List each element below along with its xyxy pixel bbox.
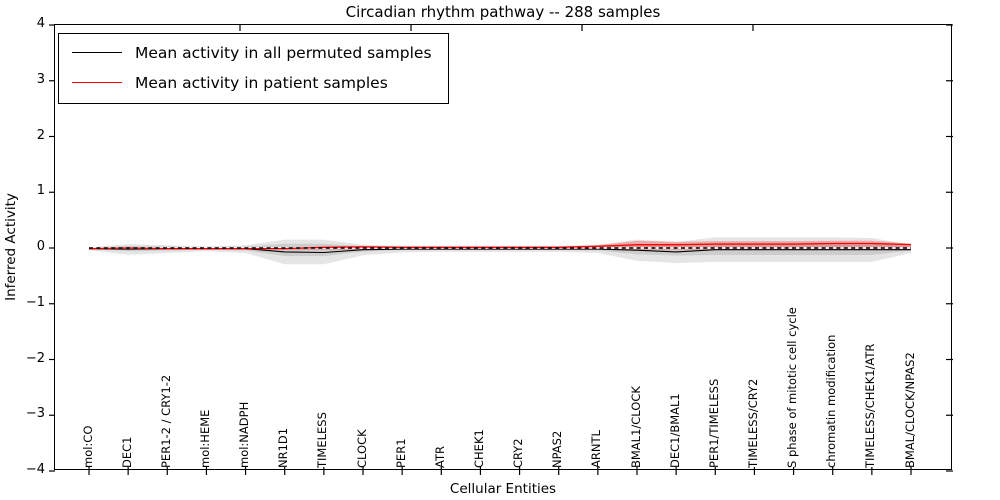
- x-category-label: chromatin modification: [824, 334, 839, 468]
- x-category-label: DEC1/BMAL1: [667, 393, 682, 468]
- x-category-label: TIMELESS/CRY2: [745, 378, 760, 468]
- x-category-label: NPAS2: [550, 430, 565, 468]
- legend-line-patient-icon: [72, 82, 122, 83]
- x-category-label: S phase of mitotic cell cycle: [785, 307, 800, 468]
- y-tick-label: −3: [25, 406, 45, 422]
- x-category-label: ATR: [432, 446, 447, 468]
- y-tick-label: −4: [25, 462, 45, 477]
- x-axis-label: Cellular Entities: [449, 481, 557, 497]
- legend-label-permuted: Mean activity in all permuted samples: [135, 43, 432, 62]
- y-tick-label: −1: [25, 294, 45, 310]
- chart-title: Circadian rhythm pathway -- 288 samples: [345, 3, 661, 21]
- x-category-label: CLOCK: [354, 429, 369, 468]
- x-category-label: CRY2: [511, 438, 526, 468]
- y-tick-label: 1: [36, 183, 45, 199]
- y-tick-label: 4: [36, 16, 45, 31]
- legend: Mean activity in all permuted samples Me…: [58, 33, 449, 104]
- y-tick-label: 0: [36, 239, 45, 254]
- x-category-label: TIMELESS/CHEK1/ATR: [863, 343, 878, 468]
- x-category-label: BMAL/CLOCK/NPAS2: [902, 352, 917, 468]
- x-category-label: mol:CO: [80, 425, 95, 468]
- x-category-label: PER1: [393, 438, 408, 468]
- y-tick-label: −2: [25, 350, 45, 366]
- x-category-label: PER1-2 / CRY1-2: [158, 374, 173, 468]
- legend-label-patient: Mean activity in patient samples: [135, 73, 388, 92]
- plot-canvas: [49, 24, 953, 475]
- x-category-label: CHEK1: [471, 429, 486, 468]
- x-category-label: ARNTL: [589, 430, 604, 468]
- x-category-label: PER1/TIMELESS: [706, 378, 721, 468]
- x-category-label: DEC1: [119, 436, 134, 468]
- legend-item-patient: Mean activity in patient samples: [72, 70, 432, 95]
- x-category-label: TIMELESS: [315, 412, 330, 468]
- legend-item-permuted: Mean activity in all permuted samples: [72, 40, 432, 65]
- x-category-label: mol:HEME: [197, 409, 212, 468]
- x-category-label: BMAL1/CLOCK: [628, 386, 643, 468]
- legend-line-permuted-icon: [72, 52, 122, 53]
- y-tick-label: 2: [36, 127, 45, 143]
- plot-area: [49, 24, 953, 475]
- x-category-label: NR1D1: [276, 427, 291, 468]
- x-category-label: mol:NADPH: [237, 401, 252, 468]
- y-tick-label: 3: [36, 71, 45, 87]
